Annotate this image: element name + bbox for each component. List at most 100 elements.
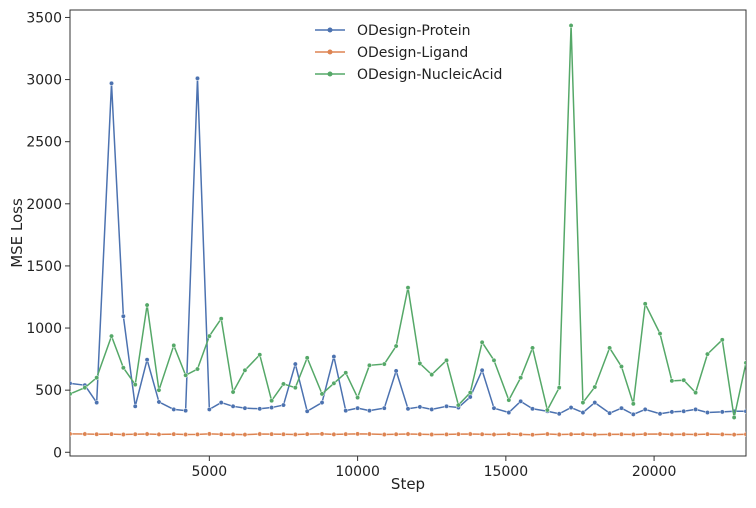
data-point-odesign-nucleicacid — [132, 382, 138, 388]
data-point-odesign-protein — [331, 354, 337, 360]
data-point-odesign-ligand — [417, 431, 423, 437]
data-point-odesign-protein — [556, 411, 562, 417]
data-point-odesign-ligand — [230, 431, 236, 437]
data-point-odesign-protein — [242, 405, 248, 411]
y-tick-label: 500 — [35, 383, 62, 399]
data-point-odesign-protein — [156, 399, 162, 405]
data-point-odesign-nucleicacid — [506, 397, 512, 403]
data-point-odesign-nucleicacid — [230, 389, 236, 395]
y-tick-label: 2500 — [26, 135, 62, 151]
legend-swatch-marker — [327, 49, 333, 55]
data-point-odesign-nucleicacid — [281, 381, 286, 387]
data-point-odesign-nucleicacid — [705, 351, 710, 357]
data-point-odesign-nucleicacid — [355, 395, 361, 401]
legend: ODesign-Protein ODesign-Ligand ODesign-Nuc… — [315, 23, 502, 83]
data-point-odesign-ligand — [719, 431, 725, 437]
data-point-odesign-ligand — [82, 431, 88, 437]
data-point-odesign-ligand — [171, 431, 177, 437]
data-point-odesign-protein — [518, 398, 524, 404]
data-point-odesign-ligand — [630, 432, 636, 437]
data-point-odesign-protein — [592, 400, 598, 406]
data-point-odesign-nucleicacid — [144, 302, 150, 308]
data-point-odesign-ligand — [705, 431, 710, 437]
data-point-odesign-nucleicacid — [206, 333, 212, 339]
data-point-odesign-protein — [292, 361, 298, 367]
data-point-odesign-nucleicacid — [681, 377, 687, 383]
data-point-odesign-ligand — [530, 432, 535, 438]
y-tick-label: 3500 — [26, 10, 62, 26]
y-tick-label: 3000 — [26, 73, 62, 89]
data-point-odesign-nucleicacid — [156, 387, 162, 393]
data-point-odesign-nucleicacid — [94, 375, 100, 381]
data-point-odesign-protein — [257, 406, 263, 412]
y-tick-label: 0 — [53, 445, 62, 461]
data-point-odesign-protein — [319, 400, 325, 406]
series-odesign-ligand — [70, 431, 746, 438]
data-point-odesign-ligand — [657, 431, 663, 437]
data-point-odesign-ligand — [393, 431, 399, 437]
data-point-odesign-ligand — [607, 431, 613, 437]
data-point-odesign-nucleicacid — [455, 402, 461, 408]
data-point-odesign-nucleicacid — [731, 415, 737, 420]
data-point-odesign-nucleicacid — [556, 385, 562, 391]
data-point-odesign-ligand — [580, 431, 586, 437]
data-point-odesign-protein — [132, 403, 138, 409]
data-point-odesign-ligand — [281, 431, 286, 437]
legend-label: ODesign-Protein — [357, 23, 470, 39]
data-point-odesign-protein — [429, 406, 435, 412]
data-point-odesign-nucleicacid — [693, 390, 699, 396]
data-point-odesign-protein — [405, 406, 411, 412]
data-point-odesign-ligand — [381, 432, 387, 437]
data-point-odesign-protein — [530, 406, 535, 412]
data-point-odesign-protein — [444, 403, 449, 409]
data-point-odesign-ligand — [479, 431, 485, 437]
data-point-odesign-nucleicacid — [479, 339, 485, 345]
data-point-odesign-protein — [657, 411, 663, 417]
data-point-odesign-protein — [619, 405, 624, 411]
legend-swatch-marker — [327, 27, 333, 33]
data-point-odesign-protein — [719, 409, 725, 415]
data-point-odesign-protein — [171, 406, 177, 412]
data-point-odesign-ligand — [568, 431, 574, 437]
data-point-odesign-protein — [269, 405, 275, 410]
data-point-odesign-nucleicacid — [743, 360, 746, 366]
series-odesign-nucleicacid — [70, 23, 746, 420]
data-point-odesign-protein — [381, 405, 387, 411]
data-point-odesign-protein — [120, 313, 126, 319]
data-point-odesign-nucleicacid — [530, 345, 535, 351]
data-point-odesign-nucleicacid — [630, 401, 636, 407]
data-point-odesign-nucleicacid — [393, 343, 399, 349]
data-point-odesign-nucleicacid — [642, 301, 648, 307]
data-point-odesign-nucleicacid — [444, 357, 449, 363]
data-point-odesign-ligand — [132, 431, 138, 437]
data-point-odesign-ligand — [218, 431, 224, 437]
data-point-odesign-ligand — [109, 431, 114, 437]
data-point-odesign-ligand — [144, 431, 150, 437]
data-point-odesign-ligand — [592, 432, 598, 438]
data-point-odesign-nucleicacid — [405, 285, 411, 291]
data-point-odesign-protein — [304, 408, 310, 414]
data-point-odesign-ligand — [429, 432, 435, 437]
data-point-odesign-ligand — [343, 431, 349, 437]
data-point-odesign-ligand — [195, 431, 200, 437]
data-point-odesign-ligand — [491, 432, 497, 437]
data-point-odesign-protein — [693, 406, 699, 412]
data-point-odesign-nucleicacid — [367, 362, 372, 368]
data-point-odesign-ligand — [120, 432, 126, 437]
data-point-odesign-ligand — [518, 431, 524, 437]
data-point-odesign-protein — [94, 400, 100, 406]
data-point-odesign-nucleicacid — [319, 391, 325, 397]
data-point-odesign-ligand — [304, 431, 310, 437]
data-point-odesign-protein — [417, 404, 423, 410]
data-point-odesign-protein — [70, 380, 73, 386]
data-point-odesign-nucleicacid — [580, 400, 586, 406]
data-point-odesign-nucleicacid — [518, 375, 524, 381]
y-axis: 0 500 1000 1500 2000 2500 3000 3500 — [26, 10, 70, 461]
data-point-odesign-protein — [630, 411, 636, 417]
x-axis: 5000 10000 15000 20000 — [192, 456, 676, 480]
data-point-odesign-ligand — [693, 432, 699, 437]
data-point-odesign-protein — [506, 410, 512, 415]
data-point-odesign-protein — [642, 406, 648, 412]
data-point-odesign-nucleicacid — [195, 366, 200, 372]
